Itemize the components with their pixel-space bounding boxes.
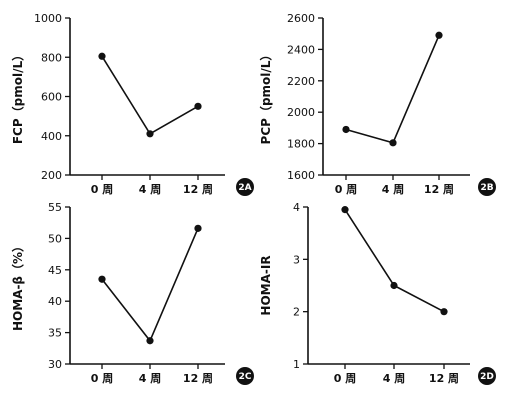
data-point <box>389 139 397 147</box>
y-tick-label: 40 <box>48 295 62 308</box>
data-point <box>98 52 106 60</box>
data-point <box>194 224 202 232</box>
x-tick-label: 12 周 <box>183 372 213 385</box>
x-tick-label: 12 周 <box>424 183 454 196</box>
data-point <box>194 102 202 110</box>
data-point <box>146 337 154 345</box>
y-tick-label: 800 <box>41 51 62 64</box>
panel-label: 2A <box>238 183 251 193</box>
x-tick-label: 4 周 <box>383 372 405 385</box>
series-line <box>344 209 445 313</box>
chart-panel-2C: 30 35 40 45 50 55 HOMA-β（%） 0 周 4 周 12 周 2C <box>10 201 254 385</box>
x-tick-label: 0 周 <box>91 183 113 196</box>
y-tick-label: 45 <box>48 264 62 277</box>
series-line <box>101 55 199 135</box>
x-tick-label: 4 周 <box>139 372 161 385</box>
y-tick-label: 2000 <box>287 106 315 119</box>
data-point <box>341 206 349 214</box>
x-tick-label: 12 周 <box>429 372 459 385</box>
chart-panel-2B: 1600 1800 2000 2200 2400 2600 PCP（pmol/L） 0 周 4 … <box>258 12 496 196</box>
x-tick-label: 0 周 <box>334 372 356 385</box>
data-point <box>342 125 350 134</box>
y-tick-label: 200 <box>41 169 62 182</box>
y-tick-label: 3 <box>293 253 300 266</box>
y-axis-title: HOMA-IR <box>259 255 273 315</box>
y-tick-label: 2400 <box>287 43 315 56</box>
data-point <box>435 31 443 39</box>
y-tick-label: 600 <box>41 91 62 104</box>
y-tick-label: 1 <box>293 358 300 371</box>
series-line <box>101 228 199 343</box>
series-line <box>345 34 440 144</box>
chart-panel-2D: 1 2 3 4 HOMA-IR 0 周 4 周 12 周 2D <box>259 201 496 385</box>
y-tick-label: 2200 <box>287 75 315 88</box>
y-tick-label: 50 <box>48 232 62 245</box>
data-point <box>390 281 398 290</box>
y-tick-label: 1000 <box>34 12 62 25</box>
data-point <box>98 275 106 283</box>
panel-label-badge <box>478 367 496 385</box>
y-tick-label: 30 <box>48 358 62 371</box>
y-tick-label: 1800 <box>287 138 315 151</box>
x-tick-label: 0 周 <box>91 372 113 385</box>
y-tick-label: 2600 <box>287 12 315 25</box>
panel-label: 2D <box>480 372 494 382</box>
y-axis-title: PCP（pmol/L） <box>258 49 273 145</box>
y-axis-title: FCP（pmol/L） <box>10 49 25 144</box>
x-tick-label: 4 周 <box>382 183 404 196</box>
y-tick-label: 55 <box>48 201 62 214</box>
y-tick-label: 35 <box>48 327 62 340</box>
panel-label: 2C <box>239 372 252 382</box>
y-tick-label: 400 <box>41 130 62 143</box>
data-point <box>146 130 154 138</box>
y-axis-title: HOMA-β（%） <box>10 240 25 331</box>
panel-label-badge <box>478 178 496 196</box>
x-tick-label: 4 周 <box>139 183 161 196</box>
x-tick-label: 12 周 <box>183 183 213 196</box>
panel-label-badge <box>236 367 254 385</box>
x-tick-label: 0 周 <box>335 183 357 196</box>
panel-label-badge <box>236 178 254 196</box>
chart-panel-2A: 200 400 600 800 1000 FCP（pmol/L） 0 周 4 周 12 周 2A <box>10 12 254 196</box>
panel-label: 2B <box>480 183 493 193</box>
y-tick-label: 4 <box>293 201 300 214</box>
y-tick-label: 1600 <box>287 169 315 182</box>
data-point <box>440 308 448 316</box>
y-tick-label: 2 <box>293 306 300 319</box>
